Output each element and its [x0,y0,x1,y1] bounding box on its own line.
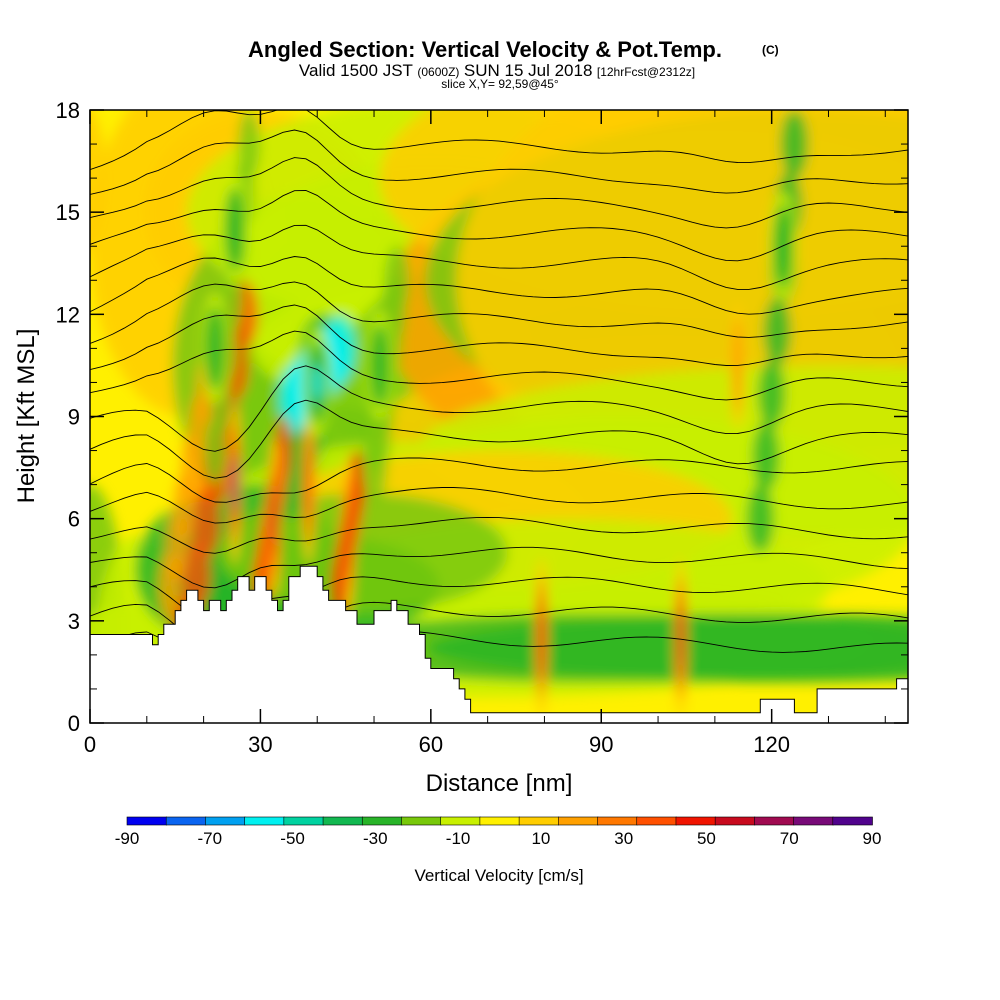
terrain [90,565,908,723]
colorbar-tick-label: -10 [446,829,471,848]
theta-contour [90,330,908,401]
colorbar: -90 -70 -50 -30 -10 10 30 50 70 90 [115,816,882,848]
y-tick-label: 3 [68,609,80,634]
theta-contour [90,190,908,262]
theta-contour [90,281,908,344]
theta-contour [90,399,908,479]
field-patch [90,110,108,249]
axes: 0 30 60 90 120 0 3 6 9 12 15 18 [56,98,908,757]
downdraft-core [224,187,246,272]
updraft-core [539,609,544,666]
chart-title-units: (C) [762,43,779,57]
theta-contour [90,365,908,452]
updraft-core [306,456,312,513]
y-tick-label: 12 [56,302,80,327]
colorbar-tick-label: -90 [115,829,140,848]
x-tick-label: 60 [419,732,443,757]
plume-segment [190,489,221,558]
colorbar-tick-label: 50 [697,829,716,848]
chart-title: Angled Section: Vertical Velocity & Pot.… [248,37,722,62]
colorbar-tick-label: 90 [863,829,882,848]
colorbar-swatch [244,816,285,826]
colorbar-swatch [126,816,168,826]
colorbar-swatch [558,816,599,826]
plume-segment [204,416,226,485]
theta-contour [90,516,908,554]
colorbar-tick-label: 70 [780,829,799,848]
colorbar-swatch [322,816,364,826]
downdraft-core [369,323,390,408]
x-tick-label: 120 [753,732,790,757]
colorbar-tick-label: -70 [198,829,223,848]
x-tick-label: 30 [248,732,272,757]
plume-segment [758,359,786,428]
theta-contour [90,487,908,524]
y-tick-label: 6 [68,507,80,532]
theta-contour [90,256,908,315]
colorbar-swatch [518,816,560,826]
theta-contour [90,224,908,290]
colorbar-tick-label: -30 [363,829,388,848]
y-tick-label: 9 [68,405,80,430]
colorbar-tick-label: 30 [614,829,633,848]
chart-subtitle: Valid 1500 JST (0600Z) SUN 15 Jul 2018 [… [299,61,695,80]
colorbar-swatch [479,816,520,826]
updraft-core [346,507,351,564]
colorbar-swatch [754,816,795,826]
x-axis-label: Distance [nm] [426,770,573,797]
slice-info: slice X,Y= 92,59@45° [441,77,559,91]
updraft-core [678,609,684,666]
plume-segment [752,422,780,491]
plot-area [90,110,908,723]
y-axis-label: Height [Kft MSL] [13,329,40,504]
y-tick-label: 0 [68,711,80,736]
forecast-info: [12hrFcst@2312z] [597,65,695,79]
valid-time: Valid 1500 JST [299,61,413,80]
theta-contour [90,457,908,503]
colorbar-swatch [636,816,677,826]
colorbar-swatch [675,816,716,826]
valid-zulu: (0600Z) [417,65,459,79]
x-tick-label: 90 [589,732,613,757]
theta-contour [90,129,908,195]
y-tick-label: 15 [56,200,80,225]
x-tick-label: 0 [84,732,96,757]
plume-segment [763,297,791,366]
plume-segment [384,246,410,315]
theta-contour [90,304,908,371]
updraft-core [272,490,278,547]
colorbar-swatch [205,816,246,826]
colorbar-swatch [440,816,481,826]
colorbar-swatch [401,816,442,826]
plume-segment [238,110,260,179]
colorbar-swatch [597,816,638,826]
updraft-core [232,456,238,513]
colorbar-swatch [165,816,207,826]
colorbar-swatch [714,816,756,826]
colorbar-tick-label: 10 [531,829,550,848]
plume-segment [746,484,774,553]
colorbar-tick-label: -50 [280,829,305,848]
valid-date: SUN 15 Jul 2018 [464,61,593,80]
colorbar-label: Vertical Velocity [cm/s] [414,866,583,885]
downdraft-core [313,364,322,401]
colorbar-swatch [361,816,403,826]
plume-segment [780,110,809,179]
theta-contour [90,157,908,229]
plume-segment [323,314,357,383]
downdraft-core [204,306,226,391]
theta-contour [90,546,908,589]
theta-contour [90,110,908,171]
colorbar-swatch [793,816,834,826]
colorbar-swatch [283,816,324,826]
colorbar-swatch [832,816,873,826]
y-tick-label: 18 [56,98,80,123]
